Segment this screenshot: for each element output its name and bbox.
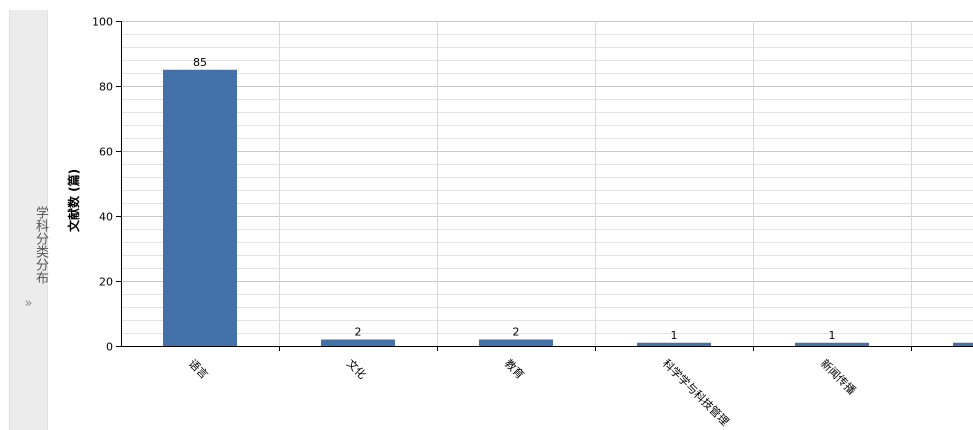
y-tick-label: 100 <box>92 16 113 29</box>
y-tick-label: 0 <box>106 341 113 354</box>
bars <box>163 69 973 346</box>
bar-5 <box>953 342 973 346</box>
data-label-0: 85 <box>193 56 207 69</box>
data-label-1: 2 <box>355 326 362 339</box>
y-tick-label: 20 <box>99 276 113 289</box>
bar-4 <box>795 342 869 346</box>
x-tick-label-4: 新闻传播 <box>818 356 859 397</box>
data-label-3: 1 <box>671 329 678 342</box>
axes <box>116 21 973 351</box>
bar-2 <box>479 339 553 346</box>
grid-lines <box>121 21 973 346</box>
y-tick-label: 60 <box>99 146 113 159</box>
bar-0 <box>163 69 237 346</box>
bar-1 <box>321 339 395 346</box>
x-tick-label-2: 教育 <box>502 356 527 381</box>
data-label-2: 2 <box>513 326 520 339</box>
expand-chevron-icon: » <box>24 296 33 311</box>
x-tick-label-3: 科学学与科技管理 <box>660 356 732 428</box>
y-axis-label: 文献数 (篇) <box>66 169 81 232</box>
bar-3 <box>637 342 711 346</box>
y-tick-label: 80 <box>99 81 113 94</box>
side-panel-toggle[interactable]: 学科分类分布 » <box>9 10 48 430</box>
side-panel-label: 学科分类分布 <box>33 206 48 284</box>
data-label-4: 1 <box>829 329 836 342</box>
x-tick-label-1: 文化 <box>344 356 369 381</box>
x-tick-label-0: 语言 <box>186 357 211 382</box>
y-tick-label: 40 <box>99 211 113 224</box>
